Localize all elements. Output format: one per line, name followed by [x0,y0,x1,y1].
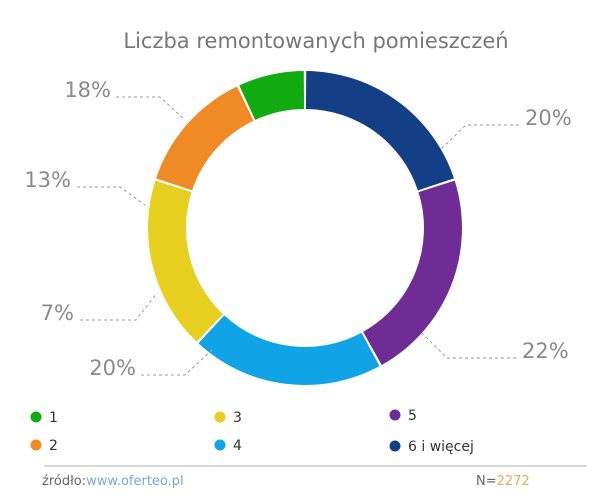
sample-size-prefix: N= [476,474,497,489]
leader-line-1 [80,292,158,321]
legend-item-2: 2 [30,438,58,454]
legend-item-3: 3 [214,410,242,426]
percentage-label-6-i-więcej: 20% [89,356,136,380]
leader-line-6-i-więcej [141,349,213,376]
leader-lines [77,96,519,376]
percentage-label-4: 20% [525,106,572,130]
legend-label-3: 3 [233,410,242,426]
percentage-label-2: 13% [24,168,71,192]
legend-swatch-3 [214,411,226,423]
legend-label-2: 2 [49,438,58,454]
percentage-label-1: 7% [41,301,74,325]
percentage-label-5: 22% [522,339,569,363]
legend-swatch-1 [30,411,42,423]
legend-swatch-2 [30,439,42,451]
leader-line-3 [116,96,186,121]
donut-slice-1 [239,71,305,120]
legend-label-6-i-więcej: 6 i więcej [408,439,474,455]
donut-slice-2 [156,86,254,191]
leader-line-4 [439,124,519,151]
donut-slices [147,71,463,386]
leader-line-2 [77,186,146,206]
percentage-label-3: 18% [64,78,111,102]
legend: 1 2 3 4 5 6 i więcej [30,408,474,455]
donut-slice-4 [198,315,380,386]
donut-slice-5 [363,180,463,365]
leader-line-5 [419,330,516,359]
legend-item-5: 5 [389,408,417,424]
legend-item-4: 4 [214,438,242,454]
sample-size-value: 2272 [497,474,530,489]
source-link[interactable]: www.oferteo.pl [86,474,184,489]
legend-swatch-5 [389,409,401,421]
legend-item-6-i-więcej: 6 i więcej [389,439,474,455]
chart-title: Liczba remontowanych pomieszczeń [123,29,508,53]
percentage-labels: 7% 13% 18% 20% 22% 20% [24,78,571,380]
legend-label-4: 4 [233,438,242,454]
legend-swatch-4 [214,439,226,451]
legend-label-5: 5 [408,408,417,424]
donut-slice-3 [147,180,223,342]
donut-slice-6-i-więcej [305,71,454,191]
legend-label-1: 1 [49,410,58,426]
legend-item-1: 1 [30,410,58,426]
legend-swatch-6-i-więcej [389,440,401,452]
sample-size: N=2272 [476,474,530,489]
source-line: źródło:www.oferteo.pl [42,474,184,489]
source-prefix: źródło: [42,474,86,489]
